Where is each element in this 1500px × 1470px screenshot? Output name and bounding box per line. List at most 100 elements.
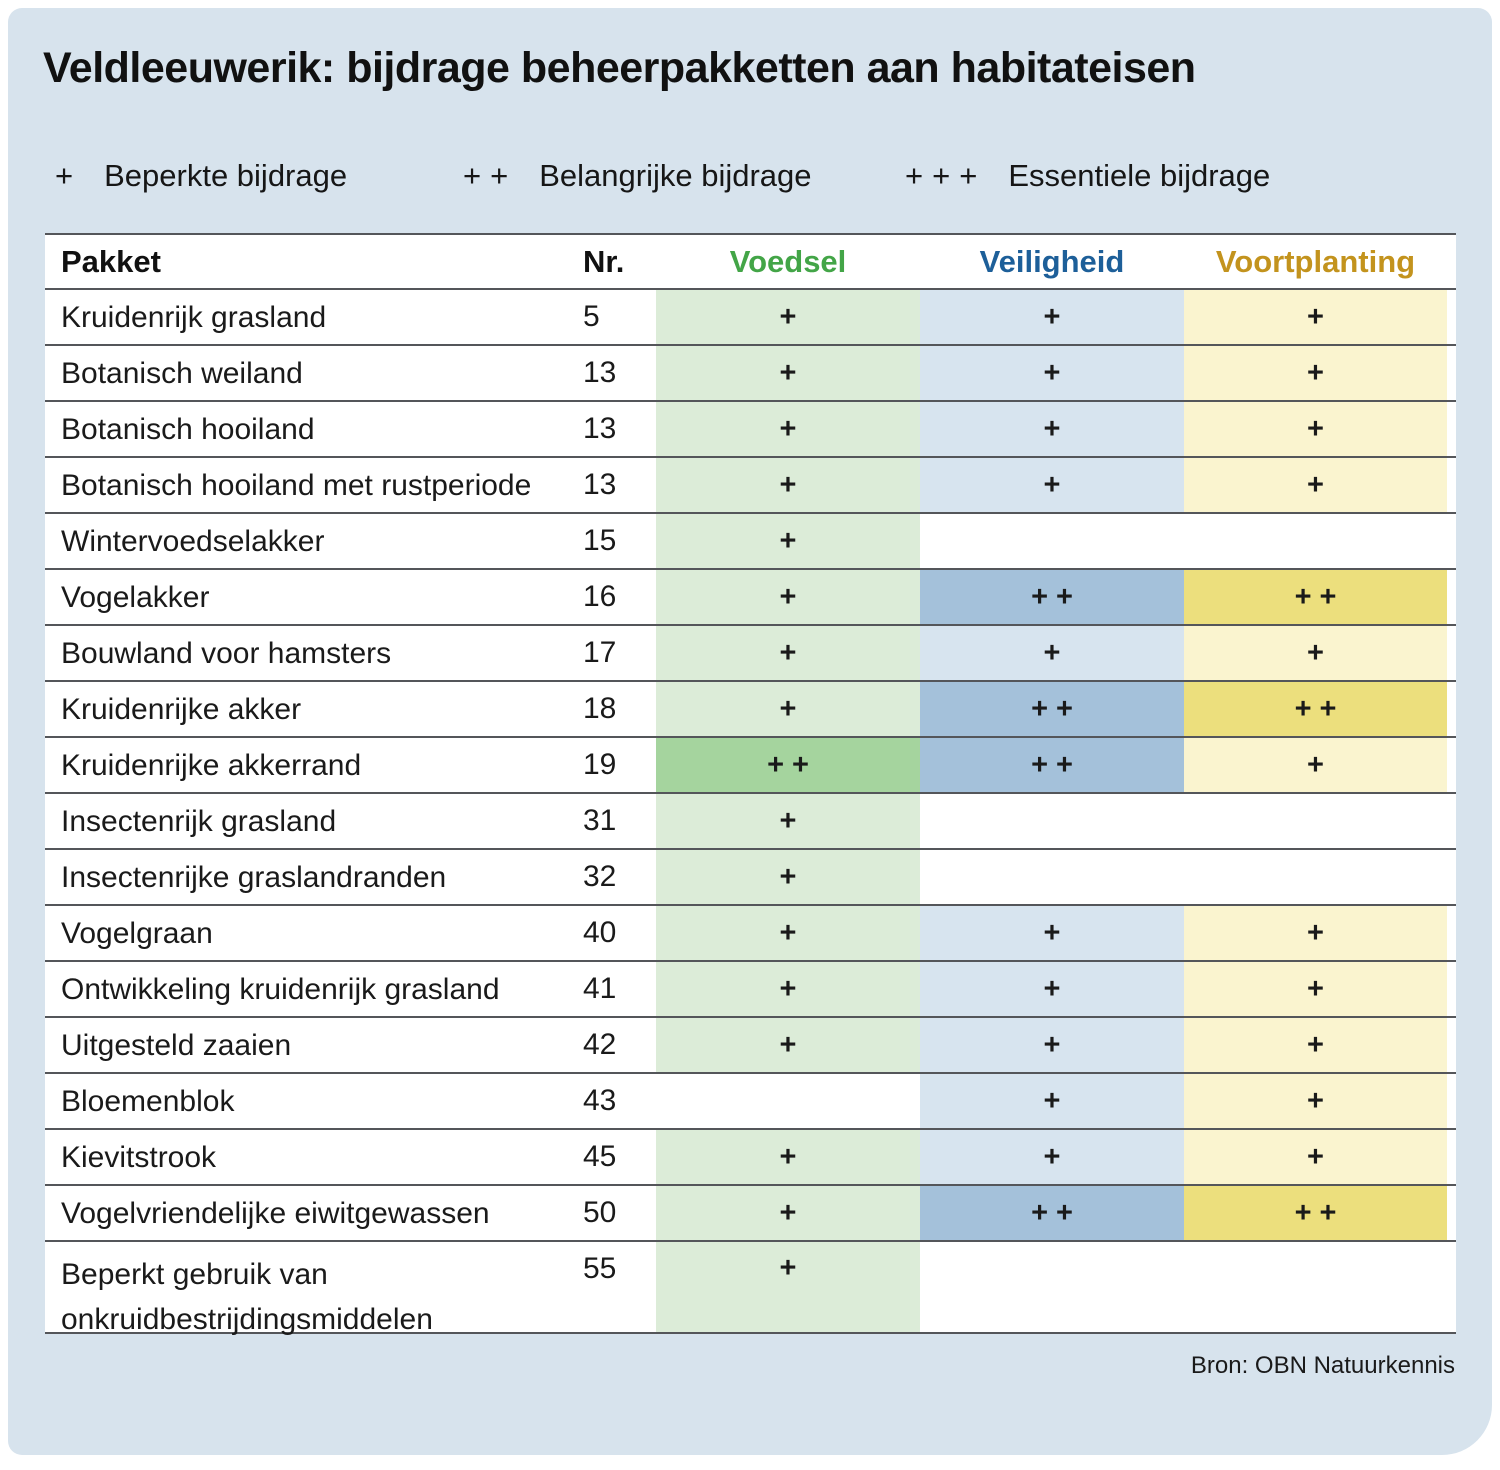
pakket-cell: Beperkt gebruik van onkruidbestrijdingsm… [61, 1258, 433, 1336]
voortplanting-cell: ++ [1184, 682, 1447, 736]
column-header-nr: Nr. [583, 243, 625, 279]
voortplanting-cell [1184, 850, 1447, 904]
pakket-cell: Bloemenblok [61, 1084, 235, 1118]
veiligheid-cell: ++ [920, 1186, 1184, 1240]
voedsel-cell: + [656, 906, 920, 960]
voortplanting-cell: + [1184, 1074, 1447, 1128]
nr-cell: 15 [583, 524, 617, 557]
nr-cell: 43 [583, 1084, 617, 1117]
row-filler [1447, 626, 1456, 680]
nr-cell: 55 [583, 1252, 617, 1285]
table-row: Beperkt gebruik van onkruidbestrijdingsm… [45, 1242, 1456, 1336]
pakket-cell: Vogelakker [61, 580, 210, 614]
voedsel-cell: + [656, 794, 920, 848]
nr-cell: 13 [583, 356, 617, 389]
pakket-cell: Kruidenrijke akkerrand [61, 748, 362, 782]
table-row: Insectenrijk grasland 31 + [45, 794, 1456, 850]
legend-label: Belangrijke bijdrage [539, 158, 812, 193]
column-header-voortplanting: Voortplanting [1215, 243, 1416, 279]
page-title: Veldleeuwerik: bijdrage beheerpakketten … [43, 44, 1196, 92]
column-header-pakket: Pakket [61, 243, 161, 279]
nr-cell: 19 [583, 748, 617, 781]
veiligheid-cell: + [920, 458, 1184, 512]
table-row: Uitgesteld zaaien 42 + + + [45, 1018, 1456, 1074]
row-filler [1447, 570, 1456, 624]
voortplanting-cell: + [1184, 906, 1447, 960]
table-row: Kruidenrijke akker 18 + ++ ++ [45, 682, 1456, 738]
nr-cell: 41 [583, 972, 617, 1005]
nr-cell: 45 [583, 1140, 617, 1173]
nr-cell: 42 [583, 1028, 617, 1061]
table-row: Vogelakker 16 + ++ ++ [45, 570, 1456, 626]
legend-item-belangrijke: ++ Belangrijke bijdrage [463, 158, 812, 194]
table-row: Bloemenblok 43 + + [45, 1074, 1456, 1130]
row-filler [1447, 850, 1456, 904]
pakket-cell: Wintervoedselakker [61, 524, 325, 558]
voedsel-cell: + [656, 1018, 920, 1072]
veiligheid-cell: ++ [920, 570, 1184, 624]
voortplanting-cell: + [1184, 290, 1447, 344]
table-row: Ontwikkeling kruidenrijk grasland 41 + + + [45, 962, 1456, 1018]
veiligheid-cell: + [920, 626, 1184, 680]
row-filler [1447, 458, 1456, 512]
veiligheid-cell [920, 794, 1184, 848]
row-filler [1447, 962, 1456, 1016]
veiligheid-cell: ++ [920, 738, 1184, 792]
row-filler [1447, 1242, 1456, 1332]
table-row: Bouwland voor hamsters 17 + + + [45, 626, 1456, 682]
row-filler [1447, 738, 1456, 792]
voedsel-cell: + [656, 682, 920, 736]
pakket-cell: Vogelgraan [61, 916, 213, 950]
pakket-cell: Kievitstrook [61, 1140, 217, 1174]
nr-cell: 32 [583, 860, 617, 893]
voortplanting-cell: + [1184, 458, 1447, 512]
veiligheid-cell [920, 514, 1184, 568]
voedsel-cell: + [656, 850, 920, 904]
veiligheid-cell: + [920, 962, 1184, 1016]
veiligheid-cell: + [920, 1074, 1184, 1128]
nr-cell: 18 [583, 692, 617, 725]
voortplanting-cell [1184, 794, 1447, 848]
voedsel-cell: + [656, 962, 920, 1016]
habitat-table: Pakket Nr. Voedsel Veiligheid Voortplant… [45, 233, 1456, 1336]
veiligheid-cell: + [920, 1130, 1184, 1184]
legend-plus-marks: ++ [463, 158, 518, 193]
pakket-cell: Kruidenrijke akker [61, 692, 302, 726]
nr-cell: 31 [583, 804, 617, 837]
table-row: Botanisch weiland 13 + + + [45, 346, 1456, 402]
nr-cell: 13 [583, 412, 617, 445]
voedsel-cell: + [656, 290, 920, 344]
table-row: Insectenrijke graslandranden 32 + [45, 850, 1456, 906]
table-row: Kruidenrijk grasland 5 + + + [45, 290, 1456, 346]
column-header-veiligheid: Veiligheid [979, 243, 1125, 279]
nr-cell: 40 [583, 916, 617, 949]
veiligheid-cell: + [920, 290, 1184, 344]
table-row: Kruidenrijke akkerrand 19 ++ ++ + [45, 738, 1456, 794]
pakket-cell: Kruidenrijk grasland [61, 300, 327, 334]
row-filler [1447, 1074, 1456, 1128]
voedsel-cell: + [656, 514, 920, 568]
row-filler [1447, 514, 1456, 568]
legend-label: Beperkte bijdrage [104, 158, 348, 193]
source-credit: Bron: OBN Natuurkennis [1190, 1352, 1455, 1379]
row-filler [1447, 290, 1456, 344]
pakket-cell: Vogelvriendelijke eiwitgewassen [61, 1196, 490, 1230]
pakket-cell: Botanisch hooiland met rustperiode [61, 468, 532, 502]
voortplanting-cell: + [1184, 626, 1447, 680]
voortplanting-cell: + [1184, 962, 1447, 1016]
voedsel-cell [656, 1074, 920, 1128]
table-body: Kruidenrijk grasland 5 + + + Botanisch weilan… [45, 290, 1456, 1336]
veiligheid-cell [920, 1242, 1184, 1332]
veiligheid-cell [920, 850, 1184, 904]
table-row: Botanisch hooiland 13 + + + [45, 402, 1456, 458]
row-filler [1447, 906, 1456, 960]
pakket-cell: Botanisch weiland [61, 356, 303, 390]
legend-label: Essentiele bijdrage [1008, 158, 1271, 193]
row-filler [1447, 402, 1456, 456]
nr-cell: 50 [583, 1196, 617, 1229]
row-filler [1447, 1130, 1456, 1184]
voortplanting-cell: + [1184, 1018, 1447, 1072]
voortplanting-cell: + [1184, 1130, 1447, 1184]
veiligheid-cell: + [920, 1018, 1184, 1072]
voedsel-cell: + [656, 402, 920, 456]
